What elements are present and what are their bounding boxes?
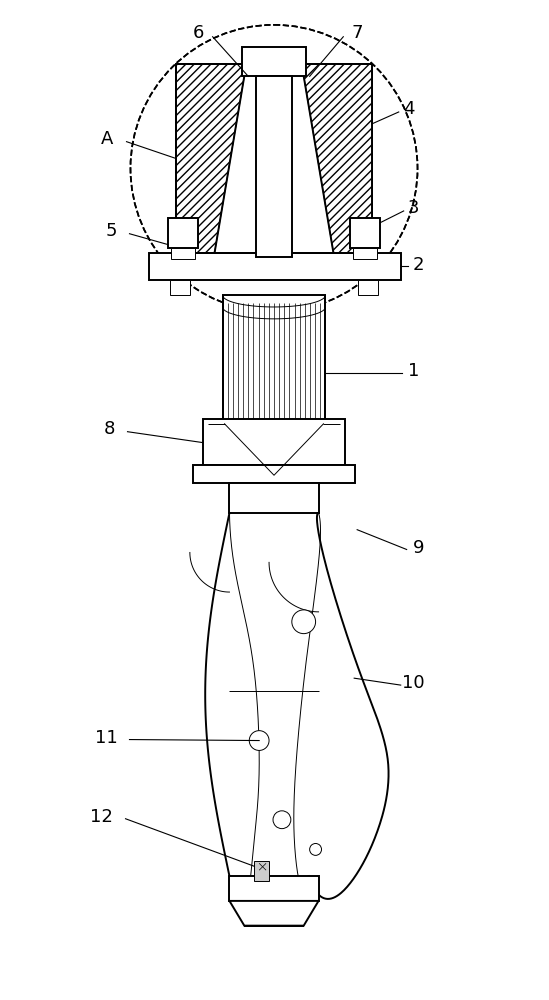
FancyBboxPatch shape xyxy=(229,876,318,901)
Text: 9: 9 xyxy=(413,539,424,557)
Text: 6: 6 xyxy=(193,24,204,42)
Circle shape xyxy=(292,610,316,634)
FancyBboxPatch shape xyxy=(176,64,372,253)
FancyBboxPatch shape xyxy=(170,280,190,295)
Text: 7: 7 xyxy=(351,24,363,42)
FancyBboxPatch shape xyxy=(222,295,326,421)
Polygon shape xyxy=(302,64,372,253)
Text: A: A xyxy=(100,130,113,148)
Circle shape xyxy=(310,843,322,855)
FancyBboxPatch shape xyxy=(229,483,318,513)
Polygon shape xyxy=(215,64,333,253)
FancyBboxPatch shape xyxy=(171,248,195,259)
Text: 2: 2 xyxy=(413,256,424,274)
Circle shape xyxy=(249,731,269,750)
Text: 1: 1 xyxy=(408,362,419,380)
Text: 4: 4 xyxy=(403,100,414,118)
Circle shape xyxy=(273,811,291,829)
FancyBboxPatch shape xyxy=(256,76,292,257)
Polygon shape xyxy=(176,64,247,253)
Text: 11: 11 xyxy=(96,729,118,747)
Text: 12: 12 xyxy=(91,808,113,826)
FancyBboxPatch shape xyxy=(350,218,380,248)
Text: 8: 8 xyxy=(104,420,115,438)
FancyBboxPatch shape xyxy=(353,248,377,259)
FancyBboxPatch shape xyxy=(149,253,401,280)
FancyBboxPatch shape xyxy=(358,280,378,295)
Text: 5: 5 xyxy=(106,222,117,240)
Text: 3: 3 xyxy=(408,199,419,217)
Polygon shape xyxy=(229,901,318,926)
Text: 10: 10 xyxy=(402,674,425,692)
FancyBboxPatch shape xyxy=(168,218,198,248)
Polygon shape xyxy=(254,861,269,881)
FancyBboxPatch shape xyxy=(193,465,355,483)
FancyBboxPatch shape xyxy=(242,47,306,76)
FancyBboxPatch shape xyxy=(203,419,345,465)
